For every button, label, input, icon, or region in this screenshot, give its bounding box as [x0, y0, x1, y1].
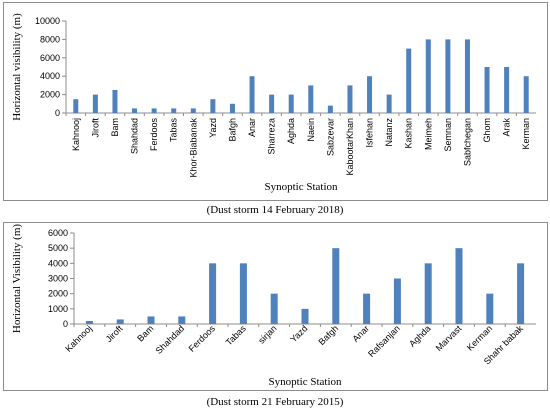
x-tick-label: Sharreza [267, 118, 277, 155]
x-tick-label: Arak [502, 118, 512, 137]
bar [445, 39, 451, 113]
x-tick-label: Tabas [224, 323, 248, 347]
x-tick-label: Rafsanjan [366, 323, 402, 359]
bar [269, 94, 275, 113]
bar [151, 108, 157, 113]
bar [270, 293, 278, 324]
y-tick-label: 10000 [35, 16, 60, 26]
chart-caption-2015: (Dust storm 21 February 2015) [206, 396, 344, 408]
bar [132, 108, 138, 113]
x-tick-label: sirjan [256, 323, 278, 345]
bar [517, 263, 525, 324]
x-tick-label: Aghda [286, 118, 296, 144]
y-axis-title: Horizontal Visibility (m) [11, 224, 23, 333]
bar [239, 263, 247, 324]
y-tick-label: 3000 [48, 274, 68, 284]
x-tick-label: Yazd [208, 118, 218, 138]
bar-chart-2018: Horizontal visibility (m) Synoptic Statio… [11, 13, 536, 193]
bar [178, 316, 186, 324]
x-tick-label: Ferdoos [149, 118, 159, 152]
x-tick-label: Ferdoos [187, 323, 218, 354]
x-tick-label: Shahdad [154, 323, 187, 356]
y-tick-label: 0 [63, 319, 68, 329]
bar [347, 85, 353, 113]
x-tick-label: Anar [350, 323, 371, 344]
bar [504, 67, 510, 113]
x-tick-label: Kashan [404, 118, 414, 149]
y-tick-label: 4000 [40, 71, 60, 81]
bar [92, 94, 98, 113]
bar [363, 293, 371, 324]
chart-caption-2018: (Dust storm 14 February 2018) [206, 204, 344, 216]
y-tick-label: 6000 [40, 53, 60, 63]
x-axis-title: Synoptic Station [268, 376, 342, 388]
bar [523, 76, 529, 113]
bar [116, 319, 124, 324]
bar [386, 94, 392, 113]
x-tick-label: Isfehan [365, 118, 375, 148]
x-tick-label: Jiroft [104, 323, 125, 344]
x-tick-label: Kahnooj [71, 118, 81, 151]
y-tick-label: 2000 [40, 90, 60, 100]
y-tick-label: 8000 [40, 34, 60, 44]
bar [171, 108, 177, 113]
bar [486, 293, 494, 324]
bar [332, 248, 340, 324]
x-tick-label: Yazd [288, 323, 309, 344]
x-axis-title: Synoptic Station [264, 181, 338, 193]
y-tick-label: 5000 [48, 243, 68, 253]
y-tick-label: 0 [55, 108, 60, 118]
x-tick-label: Meimeh [423, 118, 433, 150]
x-tick-label: KabootarKhan [345, 118, 355, 176]
x-tick-label: Anar [247, 118, 257, 137]
x-tick-label: Bam [110, 118, 120, 137]
chart-panel-2018: Horizontal visibility (m) Synoptic Statio… [3, 2, 548, 201]
bar [308, 85, 314, 113]
bar [190, 108, 196, 113]
bar [424, 263, 432, 324]
x-tick-label: Ghom [482, 118, 492, 143]
x-tick-label: Semnan [443, 118, 453, 152]
x-tick-label: Bam [135, 323, 155, 343]
bar [229, 103, 235, 113]
bar [425, 39, 431, 113]
bar [209, 263, 217, 324]
x-tick-label: Khor-Biabanak [188, 118, 198, 178]
y-tick-label: 6000 [48, 228, 68, 238]
x-tick-label: Naein [306, 118, 316, 142]
y-tick-label: 1000 [48, 304, 68, 314]
x-tick-label: Tabas [169, 118, 179, 143]
x-tick-label: Marvast [434, 323, 464, 353]
bar [249, 76, 255, 113]
x-tick-label: Bafgh [227, 118, 237, 142]
x-tick-label: Shahdad [130, 118, 140, 154]
bar [288, 94, 294, 113]
bar [112, 90, 118, 113]
bar [85, 320, 93, 324]
bar [393, 278, 401, 324]
bar [210, 99, 216, 113]
x-tick-label: Sabfchegan [462, 118, 472, 166]
bar [367, 76, 373, 113]
bar-chart-2015: Horizontal Visibility (m) Synoptic Statio… [11, 224, 536, 388]
bar [147, 316, 155, 324]
y-tick-label: 4000 [48, 258, 68, 268]
bar [73, 99, 79, 113]
x-tick-label: Aghda [407, 323, 432, 348]
bar [455, 248, 463, 324]
chart-panel-2015: Horizontal Visibility (m) Synoptic Statio… [3, 222, 548, 391]
bar [301, 308, 309, 324]
bar [327, 105, 333, 113]
y-axis-title: Horizontal visibility (m) [11, 13, 23, 121]
x-tick-label: Natanz [384, 118, 394, 147]
x-tick-label: Sabzevar [325, 118, 335, 156]
bar [406, 48, 412, 113]
bar [464, 39, 470, 113]
x-tick-label: Jiroft [90, 118, 100, 138]
y-tick-label: 2000 [48, 289, 68, 299]
bar [484, 67, 490, 113]
x-tick-label: Kerman [465, 323, 494, 352]
x-tick-label: Kerman [521, 118, 531, 150]
